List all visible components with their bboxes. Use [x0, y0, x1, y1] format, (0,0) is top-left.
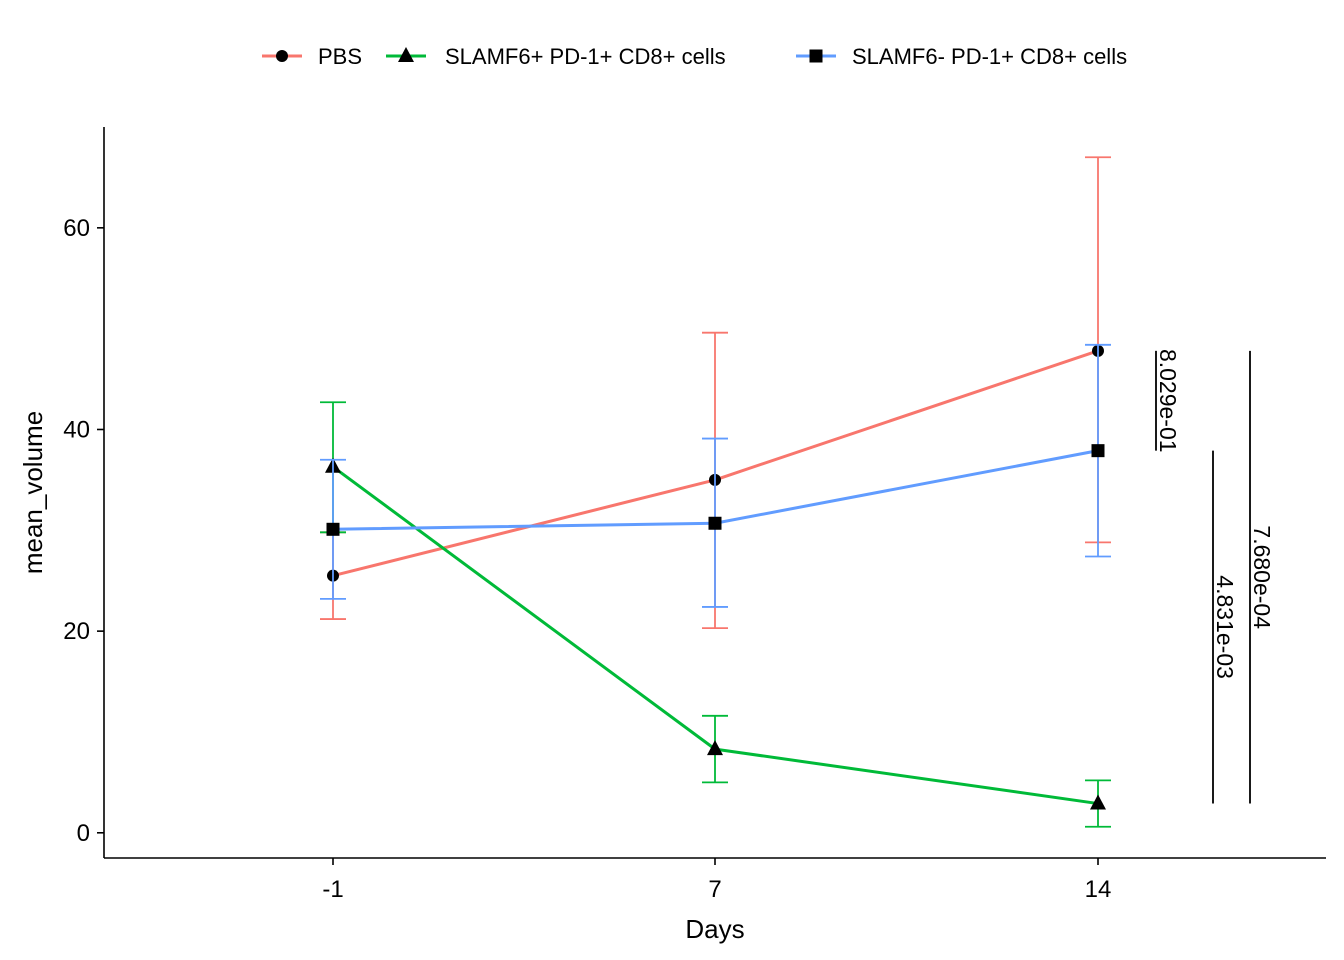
p-value-label: 4.831e-03: [1212, 575, 1238, 679]
data-point: [708, 516, 722, 530]
y-tick-label: 20: [63, 618, 90, 645]
axes: 0 20 40 60 -1 7 14: [63, 127, 1326, 903]
data-point: [1090, 794, 1106, 810]
y-tick-label: 0: [77, 820, 90, 847]
x-tick-label: -1: [322, 876, 343, 903]
legend-label: SLAMF6+ PD-1+ CD8+ cells: [445, 44, 726, 69]
y-tick-label: 60: [63, 215, 90, 242]
x-tick-label: 7: [708, 876, 721, 903]
legend-label: SLAMF6- PD-1+ CD8+ cells: [852, 44, 1127, 69]
p-value-label: 7.680e-04: [1249, 525, 1275, 629]
x-axis-title: Days: [685, 914, 744, 944]
y-tick-label: 40: [63, 416, 90, 443]
legend-marker: [276, 50, 288, 62]
data-point: [1091, 444, 1105, 458]
data-point: [707, 740, 723, 756]
p-value-label: 8.029e-01: [1155, 349, 1181, 453]
legend-label: PBS: [318, 44, 362, 69]
legend-marker: [809, 49, 823, 63]
x-tick-label: 14: [1085, 876, 1112, 903]
annotation-layer: 8.029e-01 4.831e-03 7.680e-04: [1155, 349, 1275, 804]
legend-item: PBS: [262, 44, 362, 69]
series-layer: [320, 156, 1111, 828]
p-value-annotation: 7.680e-04: [1249, 350, 1275, 804]
legend-marker: [398, 47, 414, 62]
data-point: [326, 522, 340, 536]
legend-item: SLAMF6- PD-1+ CD8+ cells: [796, 44, 1127, 69]
y-axis-title: mean_volume: [18, 411, 48, 574]
legend-item: SLAMF6+ PD-1+ CD8+ cells: [386, 44, 726, 69]
p-value-annotation: 8.029e-01: [1155, 349, 1181, 453]
series-3: [320, 343, 1111, 608]
p-value-annotation: 4.831e-03: [1212, 450, 1238, 804]
legend: PBS SLAMF6+ PD-1+ CD8+ cells SLAMF6- PD-1+…: [262, 44, 1127, 69]
